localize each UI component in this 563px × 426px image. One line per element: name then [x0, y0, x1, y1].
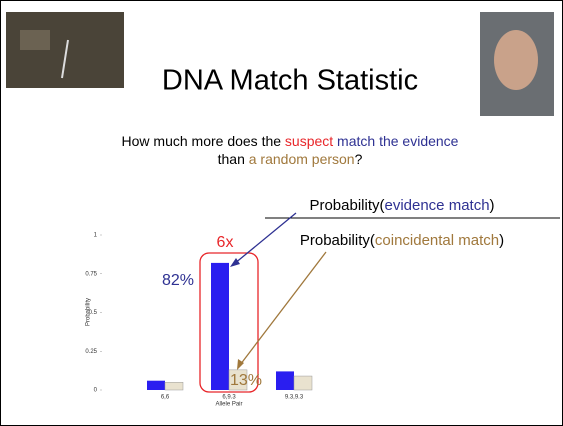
- text: evidence match: [384, 197, 489, 214]
- x-axis-label: Allele Pair: [215, 402, 242, 408]
- text: ): [499, 232, 504, 249]
- text: How much more does the: [122, 133, 285, 149]
- text: Probability(: [300, 232, 375, 249]
- text: suspect: [285, 133, 333, 149]
- bar: [276, 371, 294, 390]
- numerator: Probability(evidence match): [309, 197, 494, 214]
- bar: [147, 381, 165, 390]
- slide: DNA Match Statistic How much more does t…: [0, 0, 563, 426]
- photo-face: [494, 30, 538, 90]
- annotation: 13%: [230, 372, 262, 389]
- x-tick-label: 6,9.3: [222, 395, 236, 401]
- text: than: [218, 151, 249, 167]
- denominator: Probability(coincidental match): [300, 232, 504, 249]
- text: ?: [355, 151, 363, 167]
- slide-title: DNA Match Statistic: [162, 65, 418, 97]
- text: match the evidence: [333, 133, 459, 149]
- annotation: 82%: [162, 272, 194, 289]
- bar: [211, 263, 229, 390]
- bar: [165, 382, 183, 390]
- y-axis-label: Probability: [86, 298, 92, 326]
- text: coincidental match: [375, 232, 499, 249]
- y-tick-label: 0.75: [85, 271, 97, 277]
- x-tick-label: 9.3,9.3: [285, 395, 304, 401]
- y-tick-label: 0.25: [85, 349, 97, 355]
- subtitle: How much more does the suspect match the…: [122, 133, 459, 149]
- annotation: 6x: [217, 234, 234, 251]
- bar: [294, 376, 312, 390]
- x-tick-label: 6,6: [161, 395, 170, 401]
- text: ): [490, 197, 495, 214]
- subtitle: than a random person?: [218, 151, 363, 167]
- photo-detail: [20, 30, 50, 50]
- text: Probability(: [309, 197, 384, 214]
- text: a random person: [249, 151, 355, 167]
